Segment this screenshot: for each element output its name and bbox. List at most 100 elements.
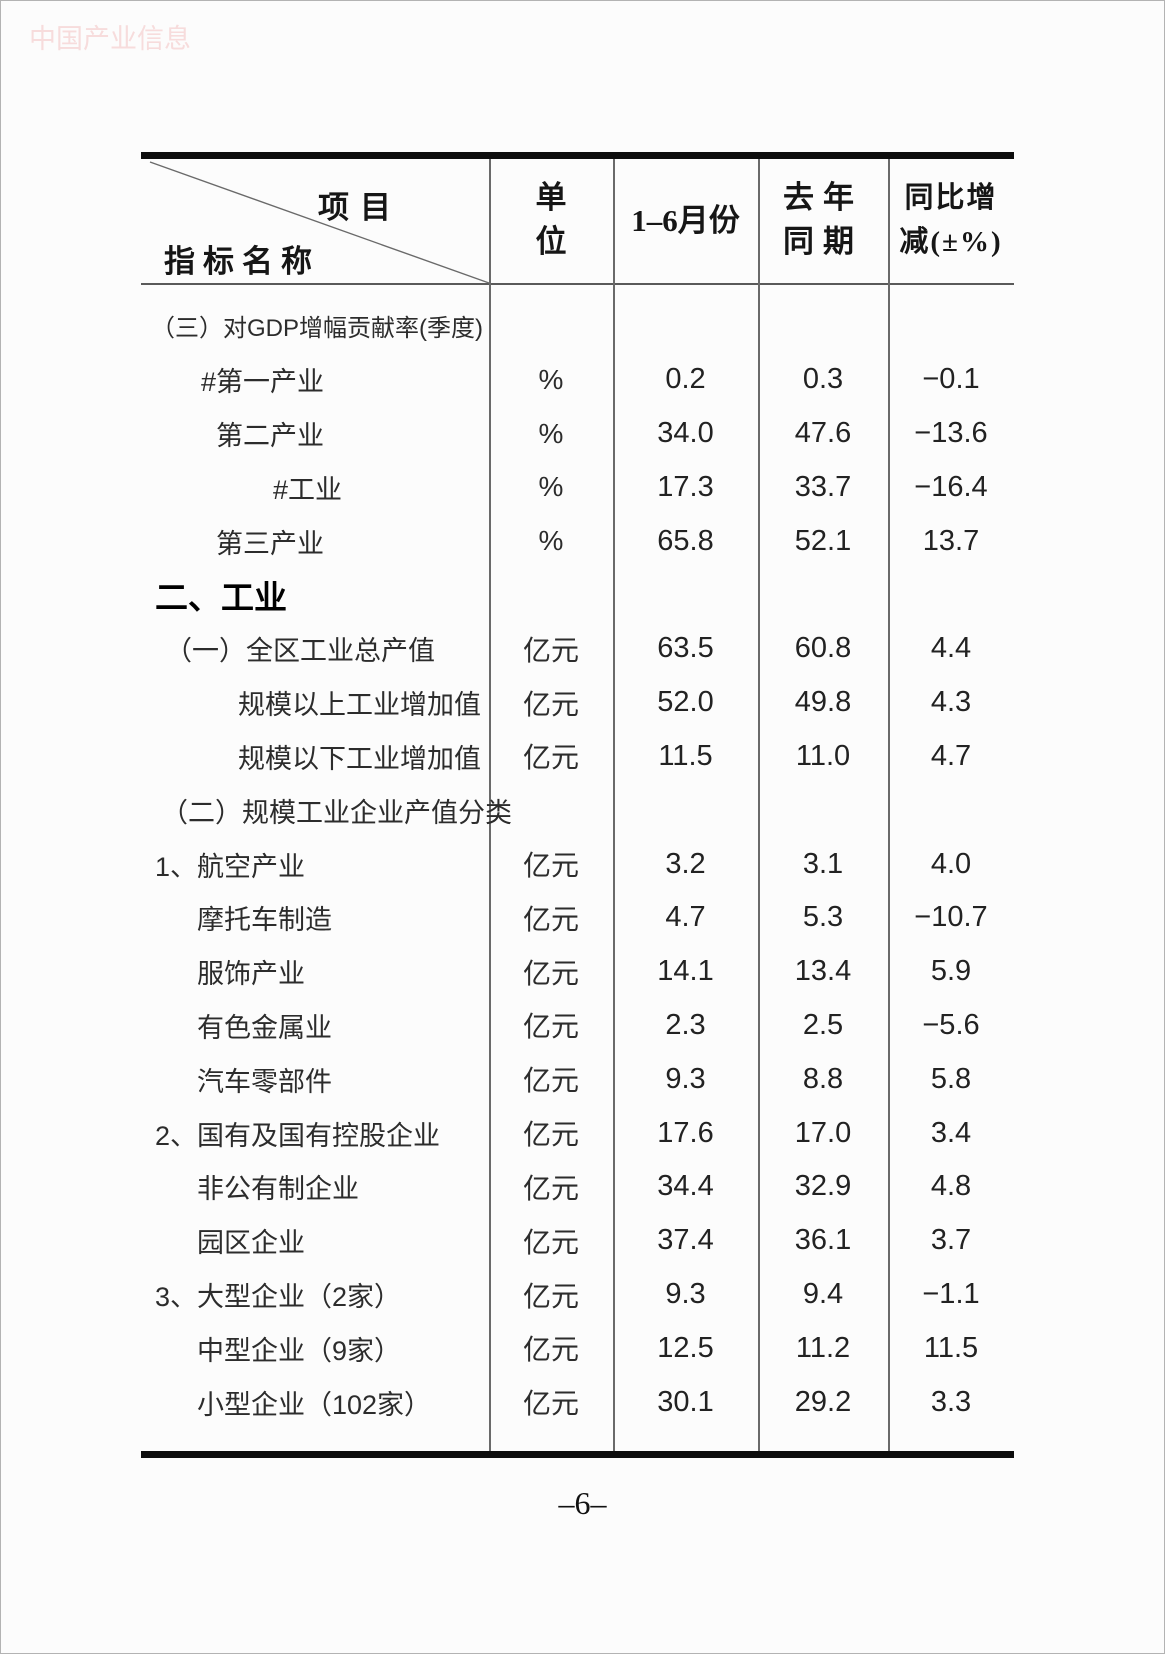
row-label: （一）全区工业总产值 — [165, 636, 435, 667]
table-body: （三）对GDP增幅贡献率(季度) #第一产业 % 0.2 0.3 −0.1 第二… — [141, 285, 1014, 1451]
table-row: 园区企业 亿元 37.4 36.1 3.7 — [141, 1214, 1014, 1268]
table-row: 3、大型企业（2家） 亿元 9.3 9.4 −1.1 — [141, 1268, 1014, 1322]
row-lastyear-value: 9.4 — [802, 1278, 844, 1311]
row-unit: % — [538, 525, 564, 557]
column-divider-1 — [489, 159, 491, 1451]
row-period-value: 30.1 — [657, 1385, 714, 1418]
row-lastyear-value: 11.2 — [795, 1331, 851, 1364]
row-unit: % — [538, 417, 564, 449]
row-label: 2、国有及国有控股企业 — [155, 1120, 441, 1151]
row-yoy-value: 4.0 — [930, 847, 972, 880]
table-row: 服饰产业 亿元 14.1 13.4 5.9 — [141, 945, 1014, 999]
table-row: （一）全区工业总产值 亿元 63.5 60.8 4.4 — [141, 622, 1014, 676]
row-label: 摩托车制造 — [197, 905, 332, 936]
table-row: 第二产业 % 34.0 47.6 −13.6 — [141, 407, 1014, 461]
table-row: （三）对GDP增幅贡献率(季度) — [141, 299, 1014, 353]
header-yoy-line1: 同比增 — [904, 182, 998, 214]
row-unit: 亿元 — [522, 903, 579, 935]
row-yoy-value: 3.3 — [930, 1385, 972, 1418]
row-period-value: 14.1 — [657, 955, 714, 988]
row-lastyear-value: 8.8 — [802, 1062, 844, 1095]
row-lastyear-value: 33.7 — [794, 470, 852, 503]
row-yoy-value: 3.4 — [930, 1116, 972, 1149]
row-period-value: 52.0 — [657, 686, 714, 719]
row-yoy-value: 11.5 — [923, 1331, 979, 1364]
row-yoy-value: −13.6 — [914, 417, 988, 450]
row-label: 规模以下工业增加值 — [238, 743, 481, 774]
row-lastyear-value: 2.5 — [802, 1008, 844, 1041]
table-row: 第三产业 % 65.8 52.1 13.7 — [141, 514, 1014, 568]
table-row: 规模以下工业增加值 亿元 11.5 11.0 4.7 — [141, 730, 1014, 784]
row-yoy-value: 4.8 — [930, 1170, 972, 1203]
table-row: 非公有制企业 亿元 34.4 32.9 4.8 — [141, 1160, 1014, 1214]
table-top-border — [141, 152, 1014, 159]
row-lastyear-value: 0.3 — [802, 363, 844, 396]
table-row: 中型企业（9家） 亿元 12.5 11.2 11.5 — [141, 1321, 1014, 1375]
row-label: 第二产业 — [216, 421, 324, 452]
row-label: 1、航空产业 — [155, 851, 306, 882]
header-lastyear-line2: 同期 — [783, 224, 863, 259]
row-unit: 亿元 — [522, 1119, 579, 1151]
row-unit: 亿元 — [522, 1280, 579, 1312]
row-unit: 亿元 — [522, 1065, 579, 1097]
header-lastyear-column: 去年 同期 — [758, 176, 888, 264]
row-period-value: 9.3 — [665, 1062, 706, 1095]
row-label: 3、大型企业（2家） — [155, 1282, 402, 1313]
row-period-value: 37.4 — [657, 1224, 714, 1257]
row-label: #第一产业 — [201, 367, 325, 398]
row-lastyear-value: 3.1 — [802, 847, 844, 880]
column-divider-3 — [758, 159, 760, 1451]
page-number: –6– — [558, 1485, 607, 1521]
row-period-value: 9.3 — [665, 1278, 706, 1311]
header-bottom-rule — [141, 283, 1014, 285]
row-period-value: 34.4 — [657, 1170, 714, 1203]
header-project-label: 项目 — [318, 190, 402, 225]
row-yoy-value: −0.1 — [922, 363, 980, 396]
row-yoy-value: 3.7 — [930, 1224, 972, 1257]
statistics-table: 项目 指标名称 单 位 1–6月份 去年 同期 同比增 减(±%) （三）对GD… — [141, 152, 1014, 1458]
row-unit: 亿元 — [522, 1011, 579, 1043]
row-lastyear-value: 49.8 — [794, 686, 852, 719]
table-row: 有色金属业 亿元 2.3 2.5 −5.6 — [141, 999, 1014, 1053]
row-label: 第三产业 — [216, 528, 324, 559]
row-yoy-value: 5.9 — [930, 955, 972, 988]
row-lastyear-value: 52.1 — [794, 524, 852, 557]
row-period-value: 17.6 — [657, 1116, 714, 1149]
row-label: 有色金属业 — [197, 1012, 332, 1043]
row-yoy-value: 4.3 — [930, 686, 972, 719]
row-label: （三）对GDP增幅贡献率(季度) — [151, 315, 483, 343]
row-label: 园区企业 — [197, 1228, 305, 1259]
header-yoy-line2: 减(±%) — [899, 226, 1003, 258]
header-diagonal-line — [149, 161, 490, 284]
row-label: 小型企业（102家） — [197, 1389, 432, 1420]
row-label: #工业 — [273, 474, 343, 505]
row-label: 非公有制企业 — [197, 1174, 359, 1205]
row-unit: 亿元 — [522, 742, 579, 774]
row-period-value: 11.5 — [658, 739, 713, 772]
table-row: #第一产业 % 0.2 0.3 −0.1 — [141, 353, 1014, 407]
row-unit: 亿元 — [522, 1334, 579, 1366]
row-lastyear-value: 11.0 — [795, 739, 851, 772]
row-unit: % — [538, 363, 564, 395]
row-period-value: 17.3 — [657, 470, 714, 503]
header-unit-line2: 位 — [535, 224, 567, 259]
row-label: 二、工业 — [155, 578, 287, 616]
row-yoy-value: 4.7 — [930, 739, 972, 772]
row-unit: % — [538, 471, 564, 503]
table-row: #工业 % 17.3 33.7 −16.4 — [141, 460, 1014, 514]
row-period-value: 3.2 — [665, 847, 706, 880]
table-row: 摩托车制造 亿元 4.7 5.3 −10.7 — [141, 891, 1014, 945]
column-divider-2 — [613, 159, 615, 1451]
table-row: 汽车零部件 亿元 9.3 8.8 5.8 — [141, 1052, 1014, 1106]
row-lastyear-value: 47.6 — [794, 417, 852, 450]
header-indicator-label: 指标名称 — [164, 244, 320, 279]
row-lastyear-value: 29.2 — [794, 1385, 852, 1418]
row-yoy-value: 4.4 — [930, 632, 972, 665]
table-row: 二、工业 — [141, 568, 1014, 622]
column-divider-4 — [888, 159, 890, 1451]
row-period-value: 12.5 — [657, 1331, 714, 1364]
row-yoy-value: 5.8 — [930, 1062, 972, 1095]
table-row: 小型企业（102家） 亿元 30.1 29.2 3.3 — [141, 1375, 1014, 1429]
header-unit-column: 单 位 — [489, 176, 613, 264]
